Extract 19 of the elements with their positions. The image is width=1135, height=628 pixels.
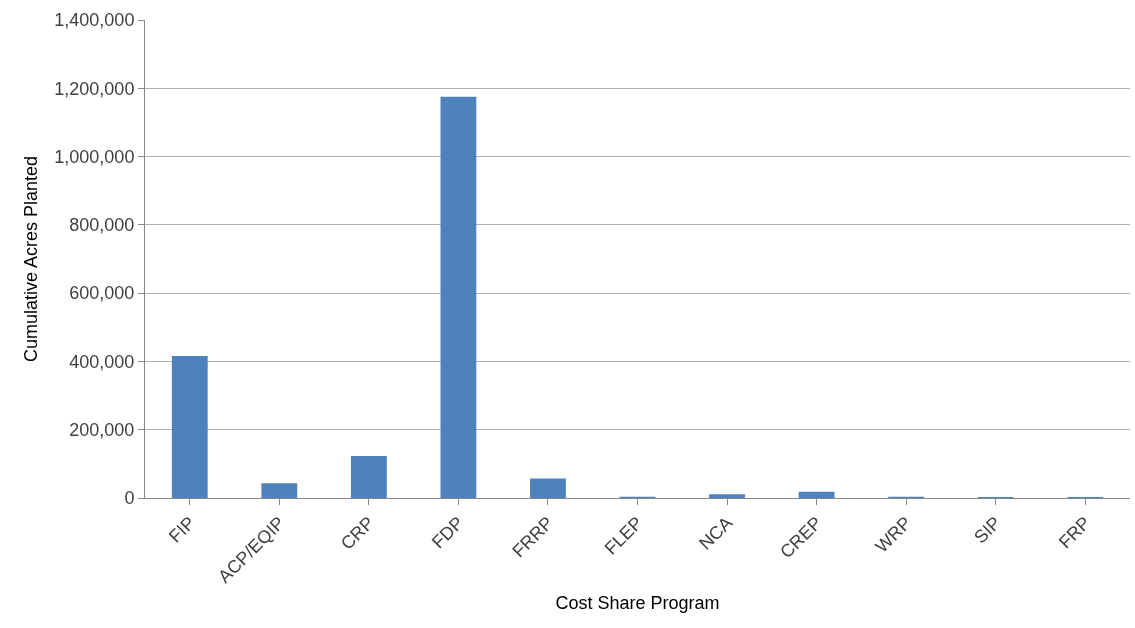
y-tick-label: 800,000: [69, 215, 135, 236]
y-tick-label: 1,200,000: [54, 78, 135, 99]
bar: [530, 478, 566, 498]
y-tick-label: 600,000: [69, 283, 135, 304]
y-tick-label: 400,000: [69, 351, 135, 372]
bar: [350, 456, 387, 498]
bar: [171, 355, 208, 498]
bar: [709, 494, 745, 498]
y-tick-label: 1,400,000: [54, 10, 135, 31]
bar: [798, 491, 835, 498]
y-tick-label: 1,000,000: [54, 146, 135, 167]
x-axis-title: Cost Share Program: [555, 593, 720, 614]
y-axis-title: Cumulative Acres Planted: [20, 155, 41, 363]
x-tick-label: FIP: [165, 512, 199, 547]
y-tick-label: 0: [124, 488, 135, 509]
x-tick-label: SIP: [970, 512, 1005, 548]
bar: [440, 96, 477, 498]
y-tick-label: 200,000: [69, 420, 135, 441]
bar: [261, 483, 298, 498]
